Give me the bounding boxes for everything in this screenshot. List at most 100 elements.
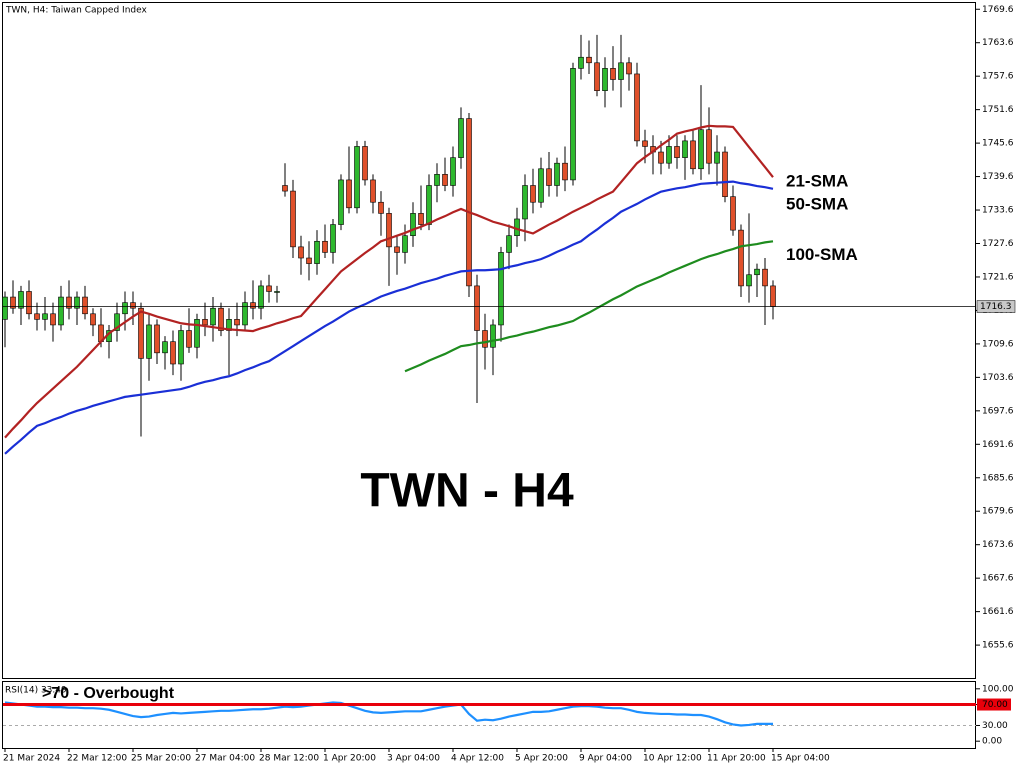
candle-body bbox=[90, 313, 96, 326]
candle-body bbox=[346, 179, 352, 209]
candle-body bbox=[186, 330, 192, 348]
sma-line bbox=[404, 240, 774, 373]
candle-body bbox=[226, 319, 232, 331]
y-tick-label: 1691.6 bbox=[982, 440, 1014, 450]
candle-body bbox=[242, 302, 248, 326]
y-tick-label: 1751.6 bbox=[982, 105, 1014, 115]
candle-body bbox=[426, 185, 432, 225]
y-tick-label: 1709.6 bbox=[982, 339, 1014, 349]
candle-body bbox=[338, 179, 344, 225]
candle-body bbox=[58, 296, 64, 326]
candle-body bbox=[418, 213, 424, 225]
candle-body bbox=[450, 157, 456, 186]
candle-body bbox=[738, 229, 744, 287]
chart-header: TWN, H4: Taiwan Capped Index bbox=[5, 6, 147, 16]
y-tick-label: 1739.6 bbox=[982, 172, 1014, 182]
candle-body bbox=[690, 140, 696, 170]
candle-body bbox=[498, 252, 504, 326]
candle-body bbox=[82, 296, 88, 315]
candle-body bbox=[682, 140, 688, 158]
y-tick-label: 1769.6 bbox=[982, 5, 1014, 15]
candle-body bbox=[546, 168, 552, 186]
x-tick-label: 4 Apr 12:00 bbox=[451, 754, 504, 764]
candle-body bbox=[18, 291, 24, 309]
candle-body bbox=[66, 296, 72, 309]
candle-body bbox=[130, 302, 136, 309]
candle-body bbox=[298, 246, 304, 259]
x-tick-label: 28 Mar 12:00 bbox=[259, 754, 319, 764]
y-tick-label: 1697.6 bbox=[982, 406, 1014, 416]
x-tick-label: 5 Apr 20:00 bbox=[515, 754, 568, 764]
candle-body bbox=[402, 235, 408, 253]
x-tick-label: 11 Apr 20:00 bbox=[707, 754, 766, 764]
candle-body bbox=[482, 330, 488, 348]
candle-body bbox=[634, 73, 640, 142]
candle-body bbox=[562, 162, 568, 181]
candle-body bbox=[26, 291, 32, 315]
candle-body bbox=[466, 118, 472, 287]
candle-body bbox=[666, 146, 672, 164]
candle-body bbox=[578, 56, 584, 69]
x-tick-label: 9 Apr 04:00 bbox=[579, 754, 632, 764]
candle-body bbox=[626, 62, 632, 75]
candle-body bbox=[594, 62, 600, 91]
candle-body bbox=[706, 129, 712, 164]
candle-body bbox=[266, 285, 272, 292]
candle-body bbox=[722, 151, 728, 197]
candle-body bbox=[762, 268, 768, 287]
candle-body bbox=[394, 246, 400, 253]
candle-body bbox=[194, 319, 200, 348]
candle-body bbox=[210, 307, 216, 326]
candle-body bbox=[34, 313, 40, 320]
candle-body bbox=[458, 118, 464, 158]
candle-body bbox=[362, 146, 368, 181]
candle-body bbox=[170, 341, 176, 365]
candle-body bbox=[378, 201, 384, 214]
candle-body bbox=[410, 213, 416, 236]
candle-body bbox=[282, 185, 288, 192]
candle-body bbox=[290, 190, 296, 248]
candle-body bbox=[2, 296, 8, 320]
candle-body bbox=[770, 285, 776, 307]
candle-body bbox=[474, 285, 480, 331]
candle-body bbox=[746, 274, 752, 287]
price-label: 1716.3 bbox=[980, 302, 1012, 312]
candle-body bbox=[522, 185, 528, 220]
candle-body bbox=[674, 146, 680, 158]
price-label-box bbox=[976, 300, 1016, 313]
candle-body bbox=[354, 146, 360, 209]
candle-body bbox=[50, 313, 56, 326]
x-tick-label: 3 Apr 04:00 bbox=[387, 754, 440, 764]
candle-body bbox=[74, 296, 80, 309]
x-tick-label: 15 Apr 04:00 bbox=[771, 754, 830, 764]
x-tick-label: 21 Mar 2024 bbox=[3, 754, 60, 764]
candle-body bbox=[322, 240, 328, 253]
candle-body bbox=[386, 213, 392, 248]
candle-body bbox=[530, 185, 536, 203]
sma-label: 100-SMA bbox=[786, 245, 858, 264]
y-tick-label: 1667.6 bbox=[982, 574, 1014, 584]
x-tick-label: 10 Apr 12:00 bbox=[643, 754, 702, 764]
y-tick-label: 1763.6 bbox=[982, 38, 1014, 48]
candle-body bbox=[642, 140, 648, 147]
candle-body bbox=[610, 68, 616, 80]
sma-line bbox=[4, 124, 774, 439]
chart-title: TWN - H4 bbox=[360, 465, 574, 518]
x-tick-label: 22 Mar 12:00 bbox=[67, 754, 127, 764]
candle-body bbox=[42, 313, 48, 320]
candle-body bbox=[138, 307, 144, 359]
x-tick-label: 1 Apr 20:00 bbox=[323, 754, 376, 764]
candle-body bbox=[258, 285, 264, 309]
y-tick-label: 1727.6 bbox=[982, 239, 1014, 249]
candle-body bbox=[714, 151, 720, 164]
candle-body bbox=[618, 62, 624, 80]
candle-body bbox=[538, 168, 544, 203]
candle-body bbox=[314, 240, 320, 264]
candle-body bbox=[162, 341, 168, 354]
sma-label: 21-SMA bbox=[786, 172, 848, 191]
candle-body bbox=[306, 257, 312, 264]
rsi-panel bbox=[2, 681, 976, 749]
candle-body bbox=[218, 307, 224, 331]
